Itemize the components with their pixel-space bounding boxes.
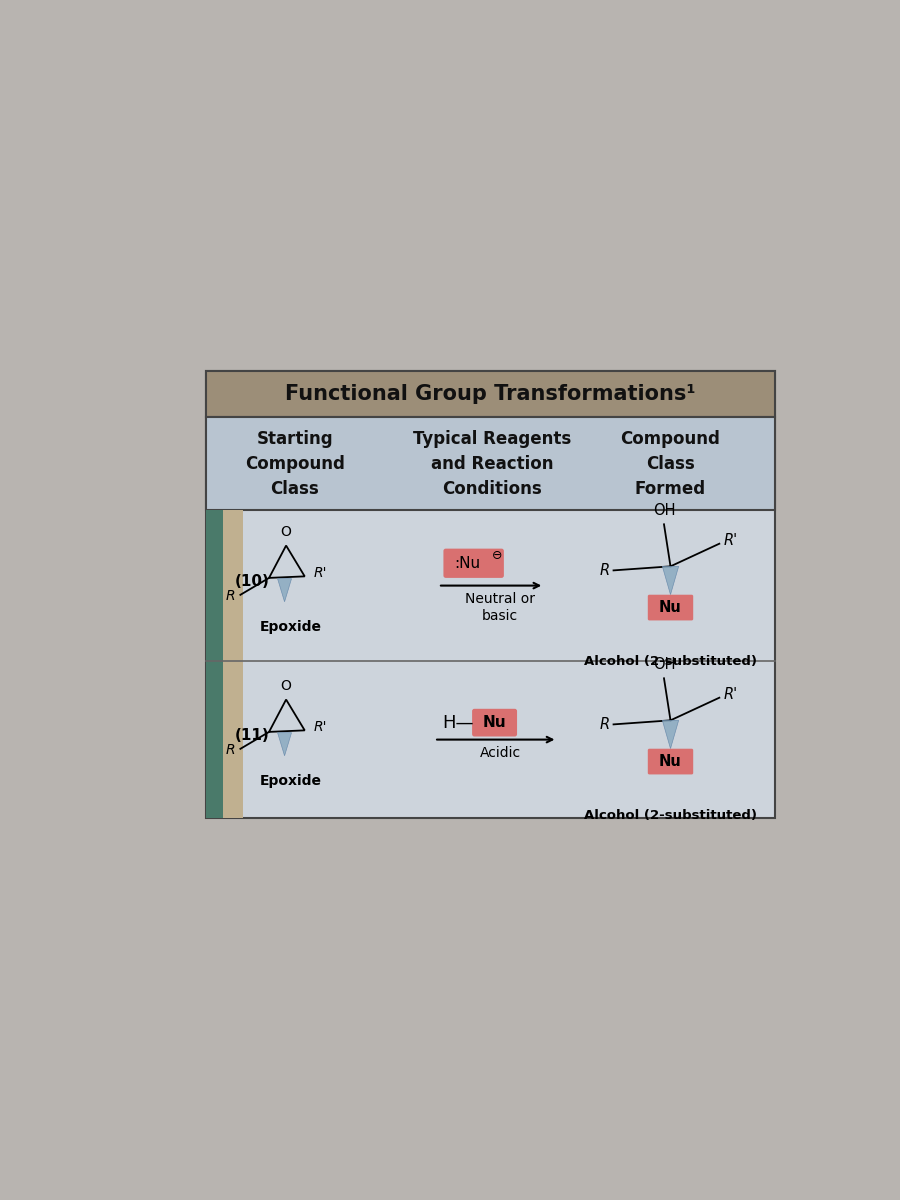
Text: (10): (10) bbox=[235, 575, 269, 589]
Text: Alcohol (2-substituted): Alcohol (2-substituted) bbox=[584, 809, 757, 822]
Polygon shape bbox=[662, 566, 679, 595]
Text: Alcohol (2-substituted): Alcohol (2-substituted) bbox=[584, 655, 757, 668]
Text: O: O bbox=[281, 679, 292, 694]
Polygon shape bbox=[662, 720, 679, 749]
Text: Epoxide: Epoxide bbox=[260, 774, 322, 788]
Text: R: R bbox=[226, 743, 236, 757]
Bar bbox=[205, 510, 222, 817]
FancyBboxPatch shape bbox=[648, 749, 693, 774]
Bar bbox=[222, 510, 243, 661]
Text: OH: OH bbox=[652, 656, 675, 672]
Text: R': R' bbox=[314, 566, 328, 581]
Text: Nu: Nu bbox=[659, 600, 682, 616]
Polygon shape bbox=[277, 733, 292, 756]
FancyBboxPatch shape bbox=[648, 595, 693, 620]
Text: R': R' bbox=[724, 686, 737, 702]
Text: Neutral or
basic: Neutral or basic bbox=[465, 592, 535, 623]
Text: R: R bbox=[599, 563, 609, 578]
Text: Acidic: Acidic bbox=[480, 745, 520, 760]
FancyBboxPatch shape bbox=[444, 548, 504, 578]
Text: R': R' bbox=[724, 533, 737, 548]
Bar bbox=[222, 661, 243, 817]
Text: O: O bbox=[281, 526, 292, 539]
Text: Functional Group Transformations¹: Functional Group Transformations¹ bbox=[285, 384, 696, 404]
Text: Typical Reagents
and Reaction
Conditions: Typical Reagents and Reaction Conditions bbox=[413, 430, 572, 498]
Text: OH: OH bbox=[652, 503, 675, 518]
Text: :Nu: :Nu bbox=[454, 556, 481, 571]
Bar bbox=[205, 371, 775, 418]
Text: Compound
Class
Formed: Compound Class Formed bbox=[621, 430, 720, 498]
Text: R: R bbox=[599, 716, 609, 732]
Text: H—: H— bbox=[442, 714, 473, 732]
Text: R: R bbox=[226, 589, 236, 604]
Text: Epoxide: Epoxide bbox=[260, 620, 322, 635]
Text: Starting
Compound
Class: Starting Compound Class bbox=[245, 430, 345, 498]
Text: Nu: Nu bbox=[659, 754, 682, 769]
Bar bbox=[205, 418, 775, 510]
Text: Nu: Nu bbox=[482, 715, 507, 730]
FancyBboxPatch shape bbox=[472, 709, 517, 737]
Bar bbox=[205, 371, 775, 817]
Text: R': R' bbox=[314, 720, 328, 734]
Text: ⊖: ⊖ bbox=[491, 550, 502, 562]
Text: (11): (11) bbox=[235, 728, 269, 743]
Polygon shape bbox=[277, 578, 292, 601]
